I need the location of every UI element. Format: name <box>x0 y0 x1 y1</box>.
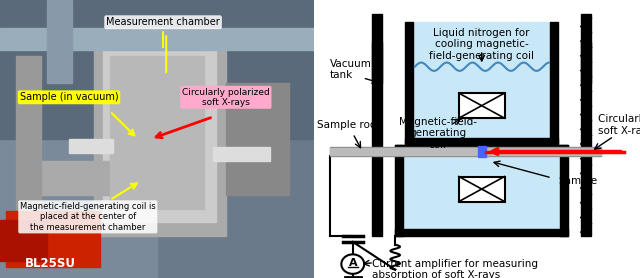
Bar <box>550 22 558 145</box>
Bar <box>0 220 47 261</box>
Text: A: A <box>348 258 357 268</box>
Bar <box>226 83 289 195</box>
Bar <box>0 0 157 278</box>
Bar <box>478 146 486 157</box>
Bar <box>405 138 559 145</box>
Bar <box>6 211 100 267</box>
Bar <box>459 177 504 202</box>
Bar <box>459 93 504 118</box>
Bar <box>110 56 204 208</box>
Bar <box>31 161 110 195</box>
Text: Liquid nitrogen for
cooling magnetic-
field-generating coil: Liquid nitrogen for cooling magnetic- fi… <box>429 28 534 61</box>
Text: BL25SU: BL25SU <box>25 257 76 270</box>
Text: Sample: Sample <box>559 176 598 186</box>
Bar <box>372 14 382 83</box>
Text: Circularly polarized
soft X-rays: Circularly polarized soft X-rays <box>182 88 269 107</box>
Bar <box>581 42 591 236</box>
Bar <box>213 147 269 161</box>
Circle shape <box>341 254 364 274</box>
Bar <box>330 148 601 155</box>
Bar <box>69 139 113 153</box>
Bar <box>330 147 601 156</box>
Text: Sample (in vacuum): Sample (in vacuum) <box>20 92 118 102</box>
Bar <box>372 42 382 236</box>
Bar <box>94 36 226 236</box>
Bar <box>0 0 314 139</box>
Bar <box>16 56 41 222</box>
Text: Vacuum
tank: Vacuum tank <box>330 59 372 80</box>
Bar <box>0 28 314 50</box>
Bar <box>581 14 591 83</box>
Bar <box>405 22 413 145</box>
Bar <box>396 145 403 236</box>
Bar <box>396 145 568 152</box>
Text: Sample rod: Sample rod <box>317 120 376 130</box>
Bar <box>413 22 550 145</box>
Bar <box>104 42 216 222</box>
Text: Magnetic-field-
generating
coil: Magnetic-field- generating coil <box>399 117 477 150</box>
Text: Measurement chamber: Measurement chamber <box>106 17 220 47</box>
Bar <box>396 229 568 236</box>
Text: Magnetic-field-generating coil is
placed at the center of
the measurement chambe: Magnetic-field-generating coil is placed… <box>20 202 156 232</box>
Bar <box>396 145 568 236</box>
Text: Circularly polarized
soft X-rays: Circularly polarized soft X-rays <box>598 114 640 136</box>
Bar <box>560 145 568 236</box>
Text: Current amplifier for measuring
absorption of soft X-rays: Current amplifier for measuring absorpti… <box>372 259 538 278</box>
Bar <box>47 0 72 83</box>
